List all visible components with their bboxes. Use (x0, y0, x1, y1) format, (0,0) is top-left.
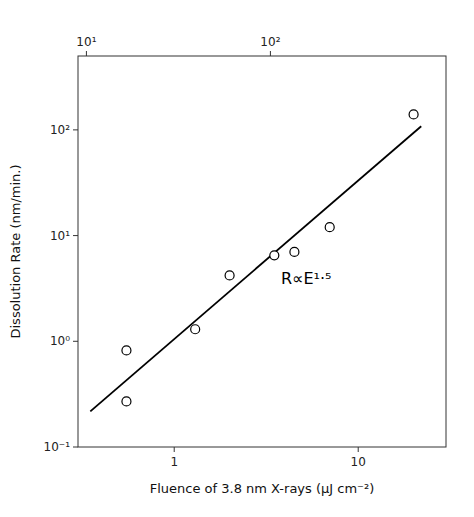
chart: 1 10 10¹ 10² 10⁻¹ 10⁰ 10¹ 10² Fluence of 3.8 nm … (0, 0, 474, 517)
x-tick (358, 447, 359, 452)
data-point (409, 110, 418, 119)
y-axis-label: Dissolution Rate (nm/min.) (8, 164, 23, 338)
data-point (191, 325, 200, 334)
x-tick (174, 447, 175, 452)
data-point (325, 223, 334, 232)
data-point (122, 346, 131, 355)
x-tick-label: 1 (170, 455, 178, 469)
y-tick-label: 10⁰ (50, 334, 70, 348)
y-tick (73, 447, 78, 448)
y-tick-label: 10⁻¹ (44, 440, 71, 454)
x2-tick-label: 10² (260, 35, 280, 49)
y-tick-label: 10¹ (50, 229, 70, 243)
plot-frame (78, 56, 446, 447)
x2-tick (270, 51, 271, 56)
data-point (290, 247, 299, 256)
data-point (225, 271, 234, 280)
fit-line (90, 126, 421, 411)
annotation: R∝E¹·⁵ (281, 269, 332, 288)
x2-tick-label: 10¹ (76, 35, 96, 49)
y-tick (73, 129, 78, 130)
data-point (122, 397, 131, 406)
x-tick-label: 10 (351, 455, 366, 469)
y-tick (73, 341, 78, 342)
y-tick-label: 10² (50, 123, 70, 137)
plot-area (90, 110, 421, 411)
y-tick (73, 235, 78, 236)
x-axis-label: Fluence of 3.8 nm X-rays (μJ cm⁻²) (150, 481, 374, 496)
data-point (270, 251, 279, 260)
x2-tick (86, 51, 87, 56)
